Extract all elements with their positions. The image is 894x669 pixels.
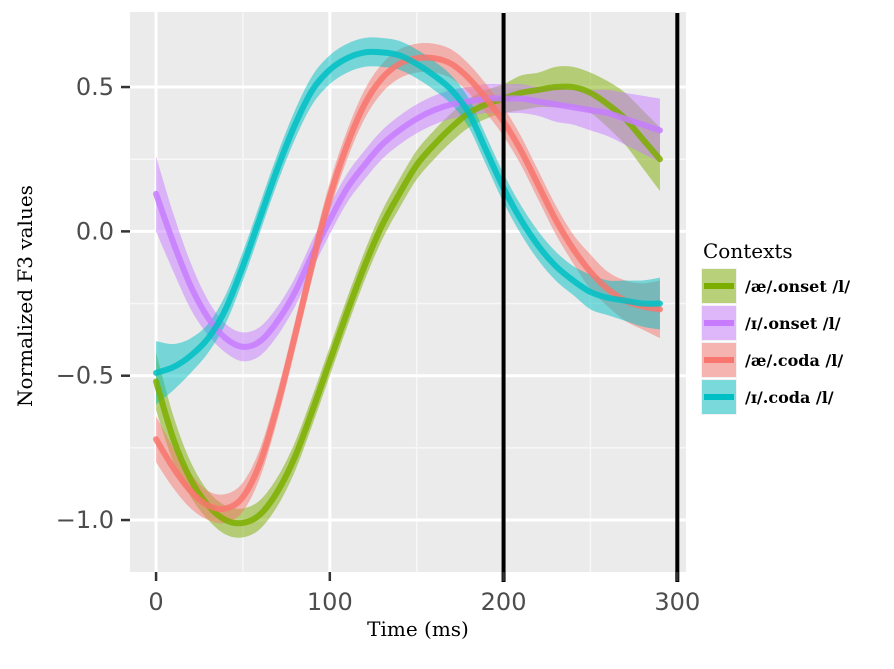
x-axis-title: Time (ms) [367,617,469,641]
x-tick-label: 0 [148,588,163,616]
legend-label: /æ/.onset /l/ [745,277,850,296]
reference-lines [501,13,680,582]
series-band-2 [156,43,660,524]
legend-label: /æ/.coda /l/ [745,351,843,370]
x-tick-label: 300 [654,588,700,616]
series-lines [153,48,663,527]
x-axis: 0 100 200 300 [148,572,700,616]
legend-label: /ɪ/.coda /l/ [745,388,834,407]
series-line-1 [153,95,663,350]
series-line-2 [153,54,663,513]
legend-label: /ɪ/.onset /l/ [745,314,841,333]
x-tick-label: 100 [307,588,353,616]
y-tick-label: 0.0 [76,217,114,245]
legend: Contexts /æ/.onset /l/ /ɪ/.onset /l/ /æ/.c… [701,239,850,415]
y-axis-title: Normalized F3 values [13,185,37,407]
y-tick-label: −1.0 [56,506,114,534]
x-tick-label: 200 [481,588,527,616]
series-line-0 [153,83,663,527]
series-line-3 [153,48,663,376]
y-tick-label: 0.5 [76,73,114,101]
y-tick-label: −0.5 [56,362,114,390]
legend-title: Contexts [703,239,793,263]
y-axis: −1.0 −0.5 0.0 0.5 [56,73,130,534]
